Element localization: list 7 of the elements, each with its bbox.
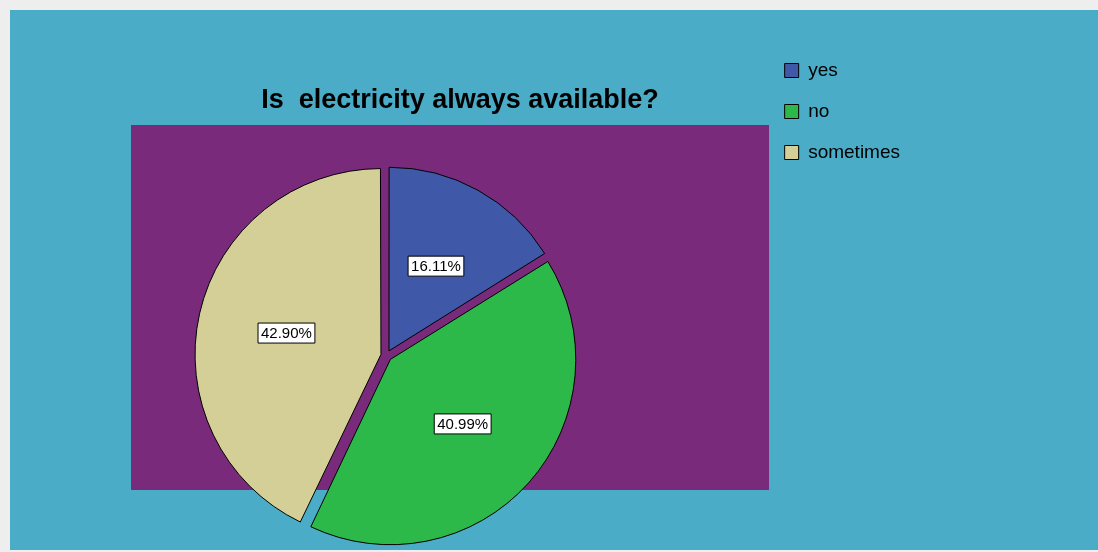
data-label: 16.11% bbox=[411, 257, 461, 275]
legend-label: yes bbox=[808, 58, 838, 80]
legend-label: no bbox=[808, 99, 830, 121]
data-label: 40.99% bbox=[437, 415, 489, 433]
legend-label: sometimes bbox=[808, 140, 900, 162]
data-label: 42.90% bbox=[261, 324, 312, 342]
text: Is electricity always available? bbox=[261, 83, 659, 114]
